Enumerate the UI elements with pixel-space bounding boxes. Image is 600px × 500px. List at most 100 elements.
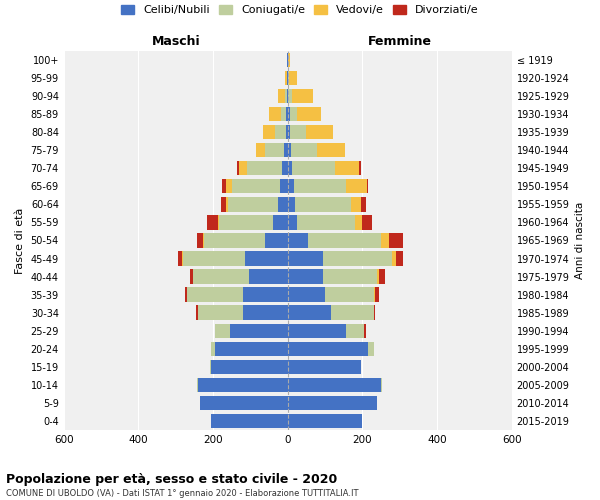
Bar	[367, 179, 368, 194]
Bar	[183, 252, 245, 266]
Bar	[361, 197, 366, 212]
Y-axis label: Fasce di età: Fasce di età	[15, 208, 25, 274]
Bar	[275, 125, 286, 140]
Bar	[292, 161, 335, 176]
Bar	[182, 252, 183, 266]
Bar	[204, 233, 265, 248]
Bar	[323, 270, 377, 284]
Bar	[265, 233, 288, 248]
Bar	[288, 143, 291, 158]
Bar	[364, 324, 366, 338]
Bar	[178, 252, 182, 266]
Bar	[377, 270, 379, 284]
Bar	[187, 288, 243, 302]
Bar	[288, 252, 323, 266]
Bar	[290, 125, 307, 140]
Bar	[362, 215, 372, 230]
Bar	[374, 306, 376, 320]
Bar	[308, 233, 381, 248]
Bar	[223, 179, 226, 194]
Bar	[374, 288, 376, 302]
Bar	[215, 324, 230, 338]
Bar	[265, 143, 284, 158]
Bar	[215, 342, 288, 356]
Y-axis label: Anni di nascita: Anni di nascita	[575, 202, 585, 279]
Bar	[288, 215, 297, 230]
Bar	[245, 252, 288, 266]
Bar	[211, 360, 288, 374]
Bar	[351, 197, 361, 212]
Bar	[295, 197, 351, 212]
Bar	[381, 378, 382, 392]
Bar	[288, 306, 331, 320]
Bar	[196, 306, 198, 320]
Bar	[290, 107, 297, 121]
Bar	[211, 342, 215, 356]
Bar	[247, 161, 282, 176]
Bar	[379, 270, 385, 284]
Bar	[288, 324, 346, 338]
Bar	[297, 107, 322, 121]
Text: Femmine: Femmine	[368, 35, 432, 48]
Bar	[286, 107, 288, 121]
Bar	[230, 324, 288, 338]
Bar	[335, 161, 359, 176]
Bar	[288, 197, 295, 212]
Bar	[288, 88, 289, 103]
Bar	[291, 143, 317, 158]
Bar	[288, 125, 290, 140]
Bar	[355, 215, 362, 230]
Bar	[211, 414, 288, 428]
Bar	[289, 70, 297, 85]
Bar	[323, 252, 392, 266]
Bar	[207, 215, 218, 230]
Bar	[226, 179, 232, 194]
Bar	[256, 143, 265, 158]
Bar	[307, 125, 332, 140]
Bar	[288, 233, 308, 248]
Bar	[218, 215, 273, 230]
Bar	[263, 125, 275, 140]
Bar	[239, 161, 247, 176]
Bar	[280, 179, 288, 194]
Bar	[288, 179, 294, 194]
Bar	[297, 215, 355, 230]
Bar	[288, 161, 292, 176]
Bar	[232, 179, 280, 194]
Bar	[389, 233, 403, 248]
Bar	[396, 252, 403, 266]
Bar	[198, 378, 288, 392]
Bar	[228, 197, 278, 212]
Legend: Celibi/Nubili, Coniugati/e, Vedovi/e, Divorziati/e: Celibi/Nubili, Coniugati/e, Vedovi/e, Di…	[117, 0, 483, 20]
Bar	[381, 233, 389, 248]
Bar	[288, 360, 361, 374]
Bar	[243, 288, 288, 302]
Bar	[392, 252, 396, 266]
Bar	[193, 270, 248, 284]
Bar	[226, 197, 228, 212]
Bar	[325, 288, 374, 302]
Bar	[285, 70, 287, 85]
Bar	[190, 270, 193, 284]
Bar	[331, 306, 374, 320]
Text: COMUNE DI UBOLDO (VA) - Dati ISTAT 1° gennaio 2020 - Elaborazione TUTTITALIA.IT: COMUNE DI UBOLDO (VA) - Dati ISTAT 1° ge…	[6, 489, 359, 498]
Bar	[288, 52, 290, 67]
Bar	[282, 161, 288, 176]
Bar	[289, 88, 292, 103]
Bar	[288, 414, 362, 428]
Bar	[221, 197, 226, 212]
Bar	[278, 88, 285, 103]
Bar	[288, 107, 290, 121]
Bar	[273, 215, 288, 230]
Bar	[248, 270, 288, 284]
Bar	[285, 88, 287, 103]
Text: Maschi: Maschi	[151, 35, 200, 48]
Bar	[185, 288, 187, 302]
Bar	[346, 179, 367, 194]
Bar	[200, 396, 288, 410]
Bar	[368, 342, 374, 356]
Bar	[286, 125, 288, 140]
Text: Popolazione per età, sesso e stato civile - 2020: Popolazione per età, sesso e stato civil…	[6, 472, 337, 486]
Bar	[284, 143, 288, 158]
Bar	[359, 161, 361, 176]
